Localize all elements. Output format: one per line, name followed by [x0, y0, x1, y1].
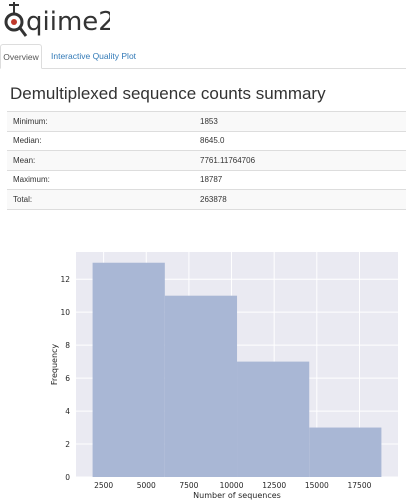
table-row: Mean: 7761.11764706 — [7, 150, 406, 170]
tab-bar: Overview Interactive Quality Plot — [0, 44, 406, 69]
x-axis-label: Number of sequences — [193, 491, 281, 500]
row-label: Minimum: — [7, 111, 194, 131]
x-axis-ticks: 2500 5000 7500 10000 12500 15000 17500 — [94, 481, 372, 490]
page-title: Demultiplexed sequence counts summary — [10, 84, 326, 103]
table-row: Total: 263878 — [7, 189, 406, 210]
logo-text: qiime2 — [26, 7, 110, 37]
table-row: Median: 8645.0 — [7, 130, 406, 151]
qiime2-logo: qiime2 — [4, 2, 110, 37]
y-axis-ticks: 0 2 4 6 8 10 12 — [60, 275, 70, 482]
x-tick-label: 17500 — [348, 481, 372, 490]
y-tick-label: 2 — [65, 440, 70, 449]
y-tick-label: 0 — [65, 473, 70, 482]
tab-interactive-quality-plot[interactable]: Interactive Quality Plot — [51, 51, 137, 61]
table-row: Minimum: 1853 — [7, 111, 406, 131]
y-tick-label: 6 — [65, 374, 70, 383]
tab-overview[interactable]: Overview — [0, 44, 42, 69]
row-value: 7761.11764706 — [194, 150, 406, 170]
x-tick-label: 7500 — [179, 481, 198, 490]
table-row: Maximum: 18787 — [7, 169, 406, 190]
x-tick-label: 15000 — [305, 481, 329, 490]
y-axis-label: Frequency — [50, 344, 59, 386]
y-tick-label: 8 — [65, 341, 70, 350]
row-label: Mean: — [7, 150, 194, 170]
row-label: Maximum: — [7, 169, 194, 190]
histogram-bar — [164, 295, 238, 477]
x-tick-label: 2500 — [94, 481, 113, 490]
y-tick-label: 12 — [60, 275, 70, 284]
qiime2-logo-icon — [4, 2, 28, 37]
histogram-bar — [237, 361, 310, 477]
row-value: 1853 — [194, 111, 406, 131]
y-tick-label: 10 — [60, 308, 70, 317]
x-tick-label: 5000 — [137, 481, 156, 490]
x-tick-label: 10000 — [220, 481, 244, 490]
histogram-bar — [309, 427, 382, 477]
row-value: 8645.0 — [194, 130, 406, 151]
x-tick-label: 12500 — [262, 481, 286, 490]
histogram-bar — [92, 262, 165, 477]
row-value: 263878 — [194, 189, 406, 210]
histogram-bars — [92, 262, 382, 477]
summary-table: Minimum: 1853 Median: 8645.0 Mean: 7761.… — [7, 111, 406, 210]
row-value: 18787 — [194, 169, 406, 190]
row-label: Total: — [7, 189, 194, 210]
y-tick-label: 4 — [65, 407, 70, 416]
row-label: Median: — [7, 130, 194, 151]
